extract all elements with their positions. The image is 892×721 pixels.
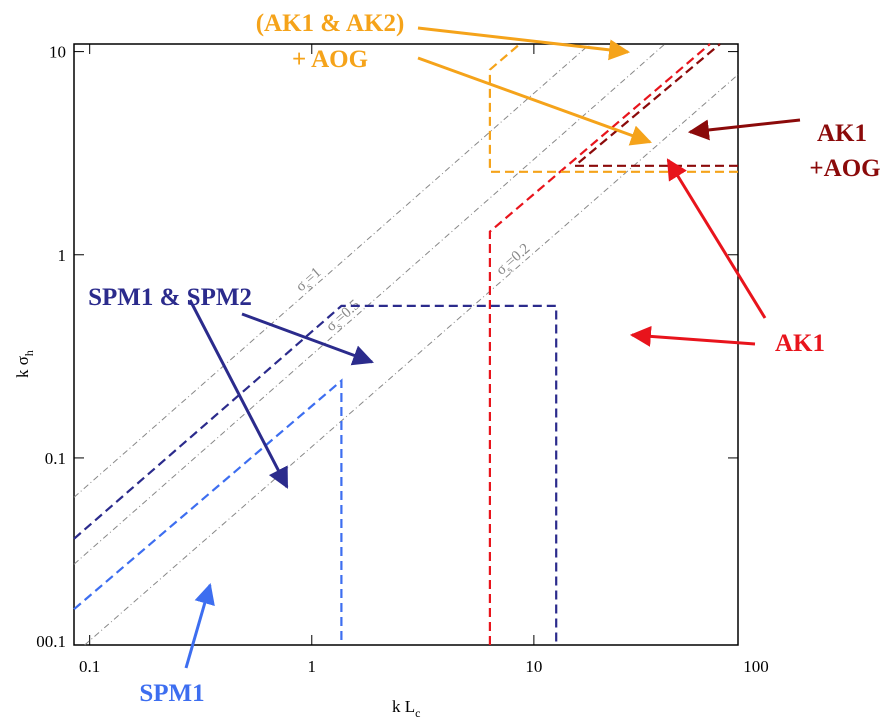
annotation: SPM1 [139,680,204,707]
x-axis-label-main: k L [392,697,415,716]
x-tick-label: 100 [743,657,769,676]
annotation: +AOG [809,155,880,182]
series-line [571,43,738,167]
x-axis-label: k Lc [392,697,420,720]
annotation-arrow [687,118,801,141]
annotation-arrow [417,56,652,146]
series-label-sub: s [304,281,314,292]
series-label-sub: s [335,321,345,332]
y-tick-label: 1 [58,246,67,265]
series-label: σs=0.2 [493,241,535,281]
x-tick-label: 0.1 [79,657,100,676]
series-line [488,43,738,173]
annotation: (AK1 & AK2) [256,10,405,37]
series-line [84,74,739,646]
series-line [73,378,343,645]
annotation-arrow [188,299,289,489]
annotation-arrow [184,582,215,669]
series-label-rest: =1 [302,265,325,288]
annotation-arrow [629,325,756,347]
y-axis-label: k σh [13,350,36,378]
annotation: AK1 [817,120,867,147]
x-tick-label: 1 [308,657,317,676]
annotation: AK1 [775,330,825,357]
series-line [73,304,558,645]
y-tick-label: 10 [49,43,66,62]
annotation-arrow [241,312,374,366]
y-axis-label-sub: h [22,350,36,356]
y-tick-label: 00.1 [36,632,66,651]
y-axis-label-main: k σ [13,356,32,378]
annotation: + AOG [292,46,368,73]
annotation-arrow [417,26,631,61]
series-label-sub: s [505,265,515,276]
y-tick-label: 0.1 [45,449,66,468]
annotation: SPM1 & SPM2 [88,284,252,311]
x-tick-label: 10 [525,657,542,676]
series-label: σs=1 [293,265,327,298]
series-line [73,43,591,498]
x-axis-label-sub: c [415,706,420,720]
series-line [73,43,666,565]
annotation-arrow [666,158,767,319]
plot-frame [73,43,739,646]
series-line [488,43,711,645]
